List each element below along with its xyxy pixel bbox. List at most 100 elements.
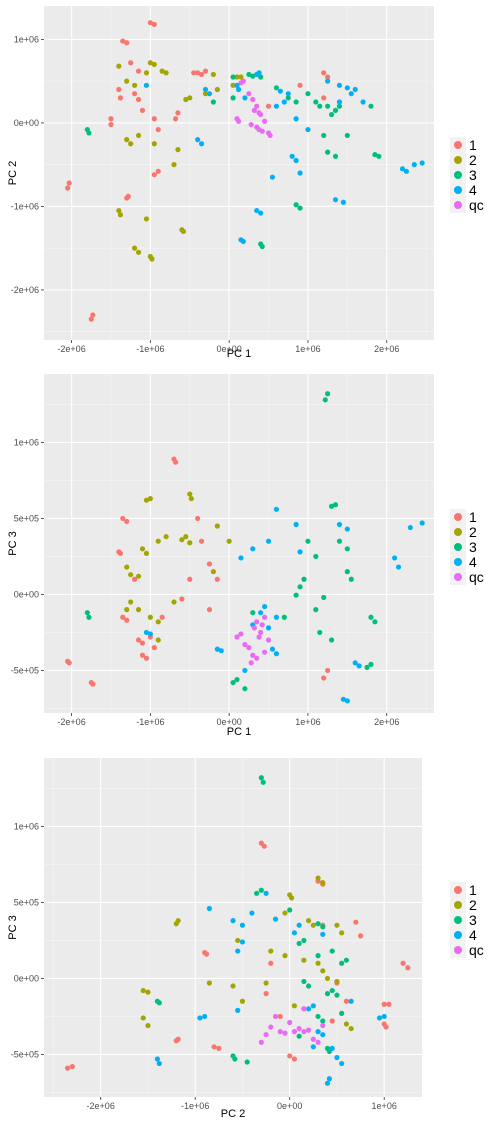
legend-label: 3: [469, 912, 477, 928]
data-point-2: [263, 980, 269, 986]
data-point-1: [175, 110, 181, 116]
y-tick-label: 1e+06: [14, 437, 39, 447]
data-point-4: [218, 648, 224, 654]
data-point-1: [159, 614, 165, 620]
data-point-4: [326, 1076, 332, 1082]
y-tick-label: -2e+06: [11, 285, 39, 295]
data-point-2: [147, 60, 153, 66]
data-point-4: [315, 1029, 321, 1035]
data-point-3: [254, 890, 260, 896]
data-point-4: [392, 555, 398, 561]
data-point-4: [339, 1060, 345, 1067]
data-point-3: [296, 940, 302, 947]
data-point-4: [254, 207, 260, 214]
data-point-3: [325, 149, 331, 155]
data-point-1: [172, 116, 179, 122]
scatter-chart-pc1-pc3: -2e+06 -1e+06 0e+00 1e+06 2e+06 1e+06 5e+05 0e+…: [7, 374, 484, 738]
data-point-2: [117, 212, 124, 218]
data-point-qc: [287, 1019, 293, 1026]
data-point-4: [281, 99, 287, 105]
data-point-2: [210, 71, 216, 78]
data-point-3: [348, 576, 354, 582]
data-point-4: [273, 103, 280, 109]
data-point-4: [411, 162, 417, 168]
data-point-3: [230, 679, 236, 686]
data-point-2: [140, 1015, 146, 1021]
data-point-2: [128, 572, 134, 578]
legend-marker-2: [454, 156, 462, 164]
data-point-3: [273, 85, 280, 91]
data-point-1: [198, 538, 205, 544]
legend-marker-1: [454, 141, 462, 149]
data-point-3: [339, 960, 345, 966]
data-point-1: [198, 71, 205, 78]
data-point-1: [287, 1053, 293, 1059]
data-point-qc: [267, 132, 273, 139]
data-point-4: [325, 78, 331, 84]
data-point-1: [108, 121, 114, 128]
data-point-3: [296, 1033, 302, 1039]
data-point-qc: [254, 655, 260, 661]
data-point-1: [321, 95, 327, 101]
data-point-2: [143, 216, 150, 222]
data-point-2: [171, 162, 177, 168]
data-point-4: [324, 1080, 331, 1086]
data-point-1: [125, 193, 131, 199]
legend-marker-qc: [454, 573, 462, 581]
data-point-2: [239, 998, 246, 1004]
data-point-1: [120, 515, 126, 522]
data-point-2: [135, 249, 142, 255]
data-point-2: [187, 540, 193, 546]
data-point-3: [281, 614, 287, 620]
data-point-4: [336, 99, 343, 105]
x-axis-label: PC 1: [227, 726, 251, 738]
data-point-3: [246, 71, 252, 78]
data-point-2: [135, 573, 142, 579]
data-point-1: [90, 681, 96, 687]
data-point-1: [139, 107, 146, 113]
data-point-3: [84, 610, 90, 616]
data-point-3: [230, 74, 236, 80]
data-point-3: [324, 991, 331, 997]
data-point-3: [329, 987, 335, 994]
data-point-4: [305, 126, 311, 133]
data-point-4: [296, 922, 302, 928]
data-point-2: [202, 91, 209, 97]
x-tick-label: 2e+06: [374, 344, 399, 354]
data-point-4: [348, 998, 354, 1004]
data-point-2: [179, 537, 185, 543]
data-point-3: [285, 95, 291, 101]
data-point-1: [187, 576, 193, 582]
data-point-2: [282, 953, 288, 959]
data-point-2: [238, 74, 244, 80]
data-point-4: [289, 153, 295, 159]
data-point-3: [230, 95, 236, 101]
data-point-3: [258, 775, 264, 781]
data-point-4: [310, 1003, 316, 1009]
y-tick-label: 5e+05: [14, 513, 39, 523]
data-point-qc: [320, 1022, 326, 1029]
data-point-3: [297, 205, 303, 211]
data-point-qc: [238, 631, 244, 637]
data-point-qc: [306, 1027, 312, 1033]
data-point-3: [344, 569, 350, 575]
data-point-qc: [265, 637, 272, 643]
data-point-2: [159, 68, 165, 74]
legend-label: 2: [469, 524, 477, 540]
data-point-3: [328, 503, 335, 509]
data-point-3: [328, 637, 335, 643]
data-point-4: [297, 170, 303, 176]
data-point-4: [273, 651, 280, 657]
data-point-1: [195, 515, 201, 522]
data-point-3: [305, 91, 311, 97]
data-point-1: [343, 998, 349, 1004]
data-point-4: [348, 91, 354, 97]
data-point-1: [135, 68, 142, 74]
scatter-chart-pc2-pc3: -2e+06 -1e+06 0e+00 1e+06 1e+06 5e+05 0e+00 -5e…: [7, 758, 484, 1120]
data-point-2: [348, 1025, 354, 1032]
data-point-3: [320, 924, 326, 930]
data-point-3: [250, 73, 256, 79]
data-point-2: [291, 1003, 298, 1009]
data-point-qc: [254, 103, 260, 109]
data-point-4: [293, 116, 299, 122]
